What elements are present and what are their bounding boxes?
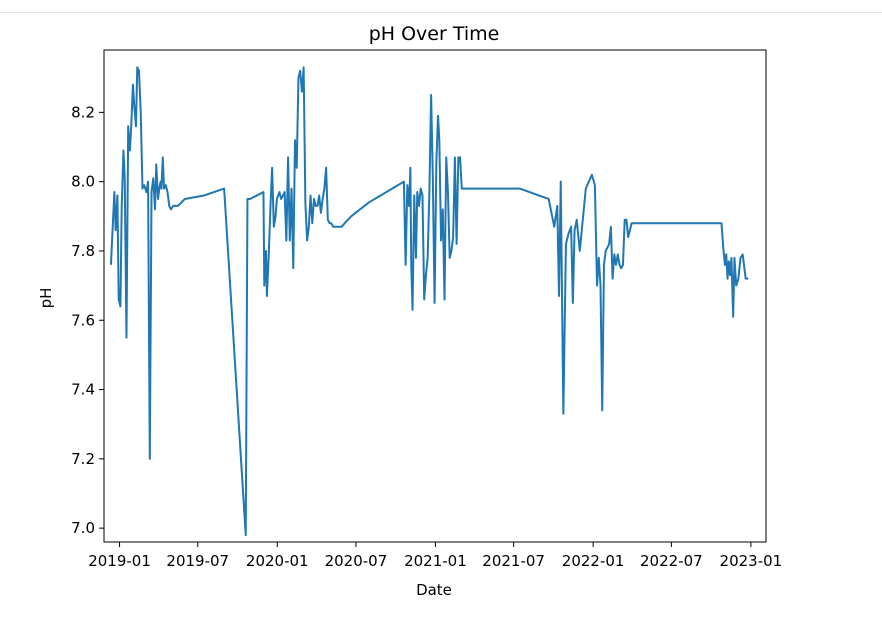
y-tick-label: 7.0: [71, 519, 95, 537]
x-tick-label: 2022-01: [562, 552, 625, 570]
x-tick-label: 2019-07: [166, 552, 229, 570]
x-tick-label: 2021-07: [482, 552, 545, 570]
x-tick-label: 2019-01: [88, 552, 151, 570]
x-tick-label: 2023-01: [720, 552, 783, 570]
x-tick-label: 2022-07: [640, 552, 703, 570]
x-tick-label: 2020-01: [246, 552, 309, 570]
y-tick-label: 7.2: [71, 450, 95, 468]
x-axis-label: Date: [416, 581, 452, 599]
plot-area: [103, 49, 767, 543]
y-axis: 7.0 7.2 7.4 7.6 7.8 8.0 8.2: [71, 103, 104, 537]
y-tick-label: 8.2: [71, 103, 95, 121]
x-tick-label: 2021-01: [404, 552, 467, 570]
x-tick-label: 2020-07: [325, 552, 388, 570]
y-tick-label: 7.8: [71, 242, 95, 260]
x-axis: 2019-01 2019-07 2020-01 2020-07 2021-01 2021-…: [88, 542, 782, 570]
y-tick-label: 8.0: [71, 173, 95, 191]
series-line-0: [109, 66, 749, 537]
y-tick-label: 7.4: [71, 381, 95, 399]
y-tick-label: 7.6: [71, 311, 95, 329]
y-axis-label: pH: [37, 288, 55, 309]
chart-title: pH Over Time: [369, 23, 500, 45]
notebook-output-top-border: [0, 0, 882, 13]
